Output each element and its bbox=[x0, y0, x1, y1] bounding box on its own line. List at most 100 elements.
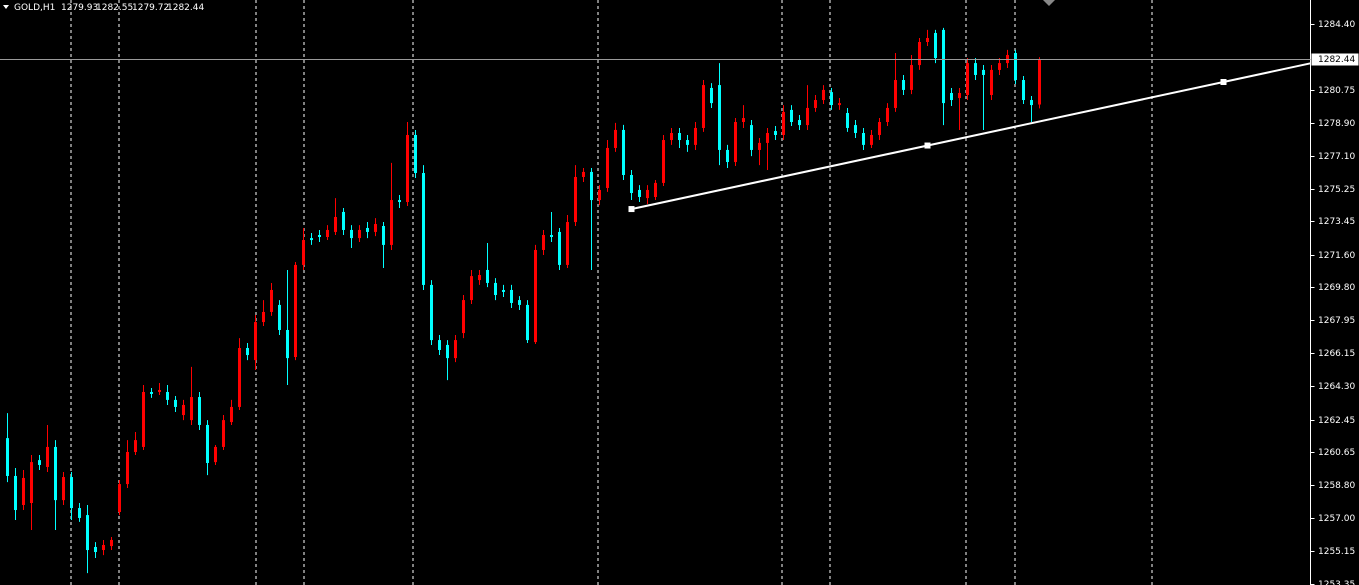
y-tick-label: 1255.15 bbox=[1318, 547, 1355, 557]
candle-body bbox=[78, 508, 81, 518]
candle-body bbox=[566, 222, 569, 265]
candle-body bbox=[838, 103, 841, 106]
candle-body bbox=[302, 240, 305, 265]
candle-body bbox=[502, 289, 505, 292]
candle-body bbox=[470, 276, 473, 301]
candle-body bbox=[830, 92, 833, 106]
candle-body bbox=[750, 125, 753, 150]
candle-body bbox=[294, 264, 297, 358]
candle-body bbox=[214, 446, 217, 463]
candle-body bbox=[758, 142, 761, 150]
candle-body bbox=[798, 120, 801, 126]
candle-body bbox=[734, 122, 737, 163]
candle-body bbox=[534, 249, 537, 343]
candle-body bbox=[702, 85, 705, 128]
candle-body bbox=[326, 229, 329, 237]
candle-body bbox=[686, 140, 689, 145]
header-open: 1279.93 bbox=[61, 3, 98, 13]
header-close: 1282.44 bbox=[167, 3, 204, 13]
candle-body bbox=[358, 229, 361, 239]
candle-body bbox=[934, 32, 937, 59]
y-tick-label: 1258.80 bbox=[1318, 481, 1355, 491]
candle-body bbox=[1022, 80, 1025, 101]
candle-body bbox=[590, 171, 593, 201]
candle-body bbox=[182, 404, 185, 416]
candle-body bbox=[38, 460, 41, 465]
candle-body bbox=[670, 133, 673, 141]
candle-body bbox=[854, 125, 857, 134]
candle-body bbox=[374, 224, 377, 232]
candle-body bbox=[198, 397, 201, 425]
price-label-box bbox=[1311, 53, 1359, 66]
candle-body bbox=[342, 211, 345, 230]
marker bbox=[1043, 0, 1055, 6]
candle-body bbox=[806, 107, 809, 126]
trendline-handle bbox=[924, 142, 931, 149]
y-tick-label: 1257.00 bbox=[1318, 514, 1355, 524]
candle-body bbox=[430, 284, 433, 341]
candle-body bbox=[526, 304, 529, 341]
candle-body bbox=[382, 225, 385, 245]
candle-body bbox=[782, 111, 785, 135]
candle-body bbox=[558, 231, 561, 265]
candle-body bbox=[726, 149, 729, 163]
y-tick-label: 1277.10 bbox=[1318, 152, 1355, 162]
candle-body bbox=[630, 174, 633, 194]
candle-body bbox=[206, 424, 209, 463]
y-tick-label: 1253.35 bbox=[1318, 580, 1355, 585]
candle-body bbox=[638, 189, 641, 197]
candle-body bbox=[454, 340, 457, 359]
candle-body bbox=[710, 87, 713, 104]
candle-body bbox=[550, 235, 553, 237]
candle-body bbox=[574, 176, 577, 223]
candle-body bbox=[134, 440, 137, 452]
candle-body bbox=[1030, 100, 1033, 106]
candle-body bbox=[30, 462, 33, 503]
candle-body bbox=[774, 131, 777, 135]
candle-body bbox=[542, 235, 545, 250]
candle-body bbox=[238, 348, 241, 407]
candle-body bbox=[414, 134, 417, 174]
candle-body bbox=[462, 300, 465, 334]
candles bbox=[6, 27, 1041, 574]
trendline-handle bbox=[628, 206, 635, 213]
menu-arrow bbox=[3, 5, 9, 9]
candle-body bbox=[814, 100, 817, 108]
candle-body bbox=[70, 477, 73, 509]
candle-body bbox=[886, 107, 889, 123]
symbol: GOLD,H1 bbox=[14, 3, 55, 13]
candle-body bbox=[614, 129, 617, 148]
candle-body bbox=[142, 391, 145, 447]
candle-body bbox=[158, 390, 161, 392]
candle-body bbox=[14, 475, 17, 511]
candle-body bbox=[878, 122, 881, 135]
candle-body bbox=[998, 63, 1001, 70]
candle-body bbox=[118, 484, 121, 513]
candle-body bbox=[902, 80, 905, 90]
candle-body bbox=[766, 133, 769, 143]
candle-body bbox=[486, 269, 489, 283]
candle-body bbox=[894, 80, 897, 108]
candle-body bbox=[270, 289, 273, 312]
candle-body bbox=[822, 89, 825, 101]
trendline-handle bbox=[1220, 79, 1227, 86]
candle-body bbox=[910, 65, 913, 90]
candle-body bbox=[598, 189, 601, 201]
candle-body bbox=[694, 127, 697, 145]
candle-body bbox=[166, 391, 169, 400]
candle-body bbox=[678, 133, 681, 141]
candle-body bbox=[254, 322, 257, 361]
y-tick-label: 1269.80 bbox=[1318, 283, 1355, 293]
candle-body bbox=[662, 140, 665, 183]
candle-body bbox=[190, 397, 193, 421]
candle-body bbox=[510, 289, 513, 303]
candle-body bbox=[46, 446, 49, 467]
candle-body bbox=[918, 41, 921, 66]
y-tick-label: 1284.40 bbox=[1318, 20, 1355, 30]
candle-body bbox=[94, 546, 97, 553]
candle-body bbox=[742, 118, 745, 123]
header-high: 1282.55 bbox=[96, 3, 133, 13]
candle-body bbox=[262, 311, 265, 323]
